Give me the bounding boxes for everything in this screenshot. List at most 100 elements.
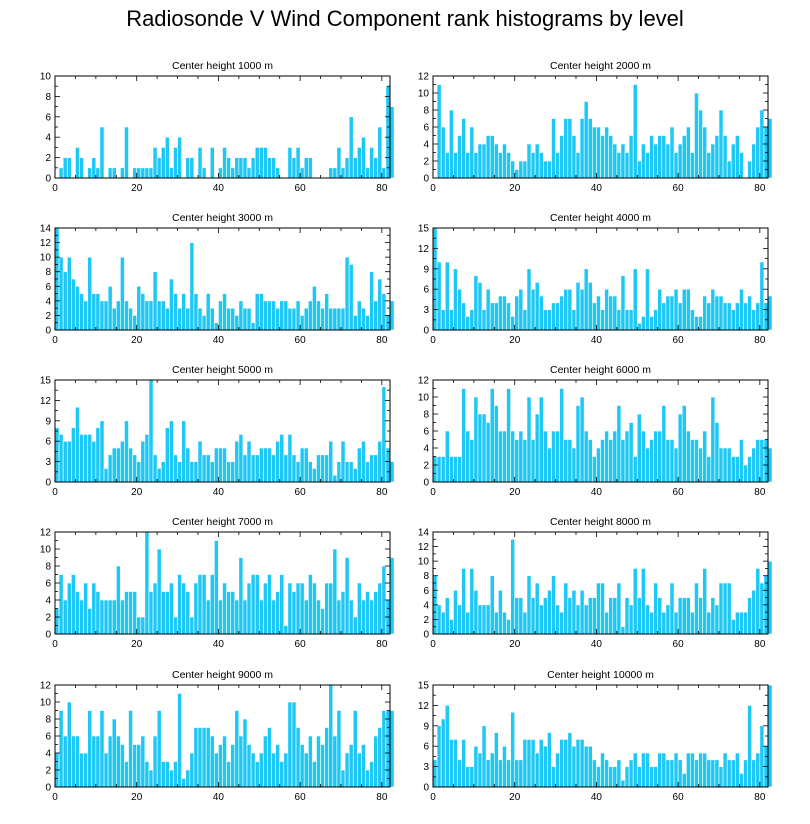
histogram-bar	[489, 302, 495, 331]
histogram-bar	[144, 167, 150, 179]
histogram-bar	[246, 440, 252, 483]
histogram-bar	[328, 582, 334, 635]
histogram-bar	[291, 454, 297, 483]
x-tick-label: 40	[213, 183, 225, 194]
histogram-bar	[66, 256, 72, 331]
histogram-bar	[177, 136, 182, 179]
histogram-bar	[616, 309, 622, 331]
histogram-bar	[751, 447, 757, 483]
x-tick-label: 20	[509, 183, 521, 194]
histogram-bar	[690, 152, 695, 179]
histogram-bar	[295, 300, 301, 331]
histogram-bar	[152, 271, 158, 331]
histogram-bar	[481, 143, 487, 179]
histogram-bar	[641, 430, 646, 483]
histogram-bar	[385, 447, 391, 483]
histogram-bar	[169, 582, 174, 635]
histogram-bar	[344, 157, 350, 179]
histogram-bar	[267, 300, 272, 331]
histogram-bar	[440, 611, 446, 635]
y-tick-label: 9	[423, 721, 429, 732]
histogram-bar	[91, 440, 97, 483]
histogram-bar	[649, 135, 654, 179]
histogram-bar	[587, 282, 593, 331]
histogram-bar	[369, 761, 374, 788]
histogram-bar	[661, 302, 667, 331]
histogram-bar	[461, 739, 466, 788]
histogram-bar	[54, 427, 60, 483]
histogram-bar	[242, 454, 248, 483]
panel-title: Center height 10000 m	[547, 669, 654, 681]
y-tick-label: 12	[40, 528, 52, 539]
histogram-bar	[173, 454, 178, 483]
y-tick-label: 9	[423, 264, 429, 275]
histogram-bar	[600, 309, 605, 331]
histogram-bar	[230, 744, 236, 788]
y-tick-label: 8	[45, 715, 51, 726]
histogram-bar	[189, 616, 195, 635]
histogram-bar	[661, 405, 667, 483]
histogram-bar	[514, 295, 520, 331]
histogram-bar	[87, 710, 93, 788]
histogram-bar	[473, 152, 479, 179]
x-tick-label: 60	[295, 335, 307, 346]
histogram-bar	[657, 135, 663, 179]
histogram-bar	[440, 456, 446, 483]
histogram-bar	[91, 157, 97, 179]
histogram-bar	[583, 101, 589, 179]
histogram-bar	[218, 300, 223, 331]
panel-title: Center height 4000 m	[550, 212, 651, 224]
y-tick-label: 6	[45, 732, 51, 743]
histogram-panel: Center height 2000 m 0 2 4 6 8 10 12 0 20 40 60 80	[418, 60, 773, 194]
histogram-panel: Center height 5000 m 0 3 6 9 12 15 0 20 40 60 80	[40, 364, 395, 498]
histogram-bar	[95, 735, 101, 788]
histogram-bar	[702, 295, 708, 331]
histogram-bar	[124, 420, 129, 483]
y-tick-label: 4	[45, 296, 51, 307]
histogram-bar	[246, 744, 252, 788]
histogram-bar	[534, 143, 540, 179]
histogram-bar	[763, 439, 769, 483]
histogram-bar	[567, 597, 573, 635]
histogram-bar	[381, 167, 387, 179]
histogram-bar	[181, 293, 187, 331]
y-tick-label: 12	[418, 244, 430, 255]
histogram-bar	[608, 597, 614, 635]
x-tick-label: 40	[591, 487, 603, 498]
histogram-bar	[543, 597, 548, 635]
histogram-bar	[320, 608, 325, 635]
histogram-bar	[645, 152, 650, 179]
histogram-bar	[604, 288, 609, 331]
histogram-bar	[267, 447, 272, 483]
histogram-bar	[538, 152, 544, 179]
histogram-bar	[473, 396, 479, 483]
histogram-bar	[624, 597, 630, 635]
histogram-bar	[389, 106, 395, 179]
histogram-bar	[755, 302, 761, 331]
histogram-bar	[547, 732, 552, 788]
x-tick-label: 40	[213, 639, 225, 650]
histogram-bar	[694, 316, 699, 331]
histogram-bar	[735, 456, 740, 483]
y-tick-label: 3	[423, 305, 429, 316]
histogram-bar	[71, 735, 76, 788]
histogram-bar	[361, 599, 366, 635]
histogram-bar	[436, 456, 442, 483]
histogram-bar	[144, 531, 150, 635]
x-tick-label: 0	[52, 487, 58, 498]
histogram-bar	[596, 295, 601, 331]
histogram-bar	[681, 773, 687, 788]
histogram-bar	[254, 293, 260, 331]
histogram-bar	[124, 761, 129, 788]
histogram-bar	[563, 582, 569, 635]
histogram-bar	[657, 752, 663, 788]
histogram-bar	[332, 167, 338, 179]
x-tick-label: 60	[673, 792, 685, 803]
histogram-bar	[632, 268, 638, 331]
histogram-bar	[457, 135, 462, 179]
histogram-bar	[681, 288, 687, 331]
histogram-bar	[160, 461, 166, 483]
histogram-bar	[665, 295, 671, 331]
histogram-bar	[547, 160, 552, 179]
histogram-bar	[295, 582, 301, 635]
